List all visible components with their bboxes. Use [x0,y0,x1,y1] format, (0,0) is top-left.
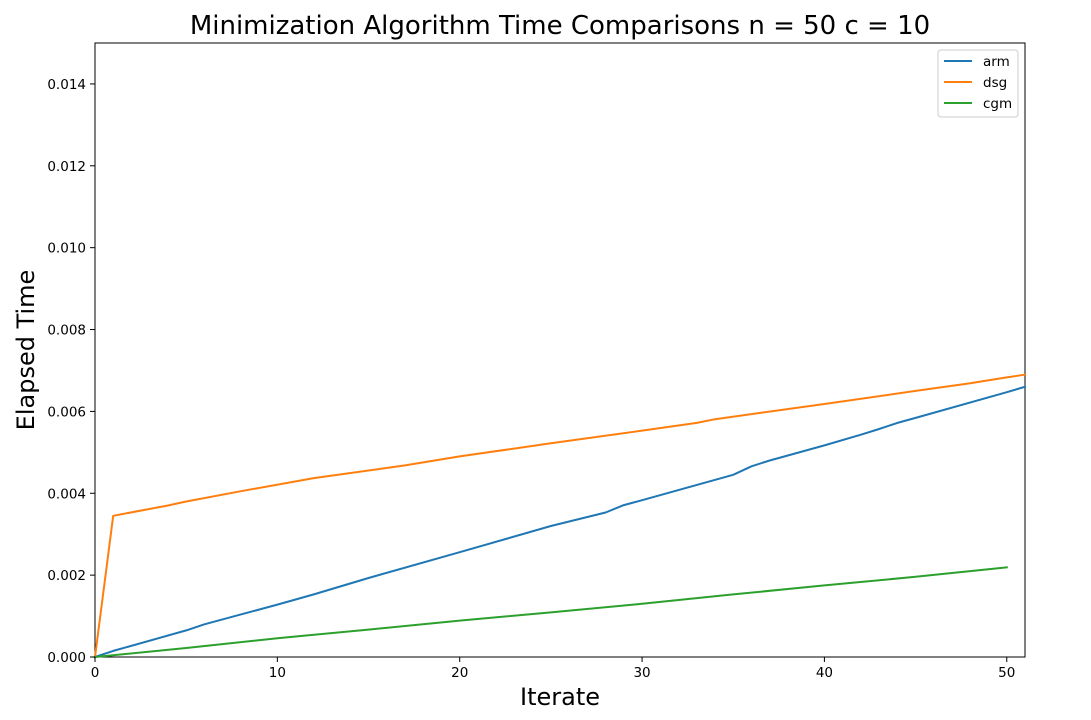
legend-items: arm dsg cgm [944,54,1012,112]
legend-label-arm: arm [983,54,1010,70]
y-tick-label: 0.004 [47,486,86,502]
legend-label-dsg: dsg [983,75,1007,91]
y-tick-label: 0.002 [47,568,86,584]
x-axis-ticks: 0 10 20 30 40 50 [91,657,1015,681]
x-tick-label: 0 [91,665,100,681]
y-tick-label: 0.008 [47,323,86,339]
y-axis-label: Elapsed Time [12,270,40,431]
y-tick-label: 0.010 [47,241,86,257]
plot-area: 0 10 20 30 40 50 0.0000.0020.0040.0060.0080.0… [47,42,1027,681]
x-tick-label: 10 [269,665,286,681]
y-tick-label: 0.006 [47,404,86,420]
chart-title: Minimization Algorithm Time Comparisons … [190,11,930,41]
y-tick-label: 0.000 [47,650,86,666]
series-layer [93,373,1027,659]
series-line-dsg [93,373,1027,659]
legend: arm dsg cgm [937,49,1019,118]
x-tick-label: 40 [816,665,833,681]
x-tick-label: 50 [998,665,1015,681]
series-line-cgm [93,566,1008,659]
legend-box [937,49,1019,118]
series-line-arm [93,385,1027,659]
y-axis-ticks: 0.000 0.002 0.004 0.006 0.008 0.010 0.012 0.014 [47,77,95,666]
plot-frame [94,42,1026,658]
y-tick-label: 0.014 [47,77,86,93]
y-tick-label: 0.012 [47,159,86,175]
x-axis-label: Iterate [520,683,600,711]
legend-label-cgm: cgm [983,96,1012,112]
x-tick-label: 30 [633,665,650,681]
x-tick-label: 20 [451,665,468,681]
